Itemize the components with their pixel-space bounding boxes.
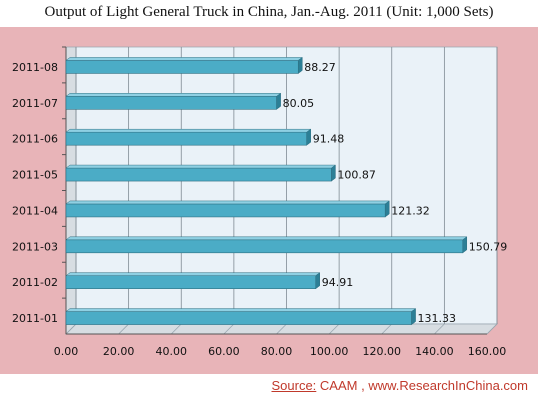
bar-end — [384, 200, 390, 218]
gridline-floor — [170, 323, 182, 335]
bar-end — [298, 56, 303, 74]
source-label: Source: — [271, 378, 317, 393]
y-tick-label: 2011-07 — [12, 97, 58, 110]
plot-side-wall — [65, 46, 77, 335]
x-tick-label: 160.00 — [468, 345, 507, 358]
data-label: 100.87 — [337, 169, 376, 182]
data-label: 88.27 — [304, 61, 336, 74]
bar — [65, 96, 277, 110]
gridline-floor — [276, 323, 287, 335]
gridline-floor — [328, 323, 340, 335]
y-tick-label: 2011-03 — [12, 240, 58, 253]
bar — [65, 203, 386, 218]
x-tick-label: 100.00 — [310, 345, 349, 358]
bar-top — [65, 93, 282, 97]
bar — [65, 167, 332, 182]
bar-end — [276, 92, 281, 110]
bar-end — [331, 164, 336, 182]
gridline-floor — [381, 323, 393, 335]
chart-title: Output of Light General Truck in China, … — [44, 4, 494, 20]
data-label: 80.05 — [283, 97, 315, 110]
x-tick-label: 40.00 — [156, 345, 188, 358]
x-tick-label: 120.00 — [363, 345, 402, 358]
y-tick-label: 2011-02 — [12, 276, 58, 289]
bar-end — [315, 272, 320, 290]
bar-chart: 0.00 20.00 40.00 60.00 80.00 100.00 120.00 140.… — [12, 46, 508, 358]
bar-end — [411, 308, 416, 326]
bar-top — [65, 308, 417, 312]
data-label: 91.48 — [313, 133, 345, 146]
bar — [65, 311, 412, 325]
bar — [65, 239, 464, 254]
bar — [65, 60, 299, 74]
bar-top — [65, 200, 390, 205]
chart-area: 0.00 20.00 40.00 60.00 80.00 100.00 120.00 140.… — [0, 27, 538, 374]
source-note: Source: CAAM , www.ResearchInChina.com — [271, 378, 528, 393]
bar — [65, 131, 308, 146]
bar-top — [65, 128, 312, 133]
x-tick-label: 20.00 — [103, 345, 135, 358]
gridline-floor — [486, 323, 498, 335]
bar-end — [462, 236, 468, 254]
bar-top — [65, 236, 468, 241]
x-tick-label: 60.00 — [208, 345, 240, 358]
x-tick-label: 80.00 — [261, 345, 293, 358]
bar-top — [65, 57, 304, 61]
data-label: 131.33 — [418, 312, 457, 325]
y-tick-label: 2011-05 — [12, 169, 58, 182]
data-label: 121.32 — [391, 204, 430, 217]
gridline-floor — [118, 323, 129, 335]
source-text: CAAM , www.ResearchInChina.com — [319, 378, 528, 393]
y-tick-label: 2011-04 — [12, 204, 58, 217]
x-tick-label: 0.00 — [54, 345, 79, 358]
bar-end — [306, 128, 311, 146]
bar-top — [65, 272, 321, 276]
y-tick-label: 2011-08 — [12, 61, 58, 74]
gridline-floor — [223, 323, 235, 335]
y-tick-label: 2011-01 — [12, 312, 58, 325]
gridline-floor — [65, 323, 77, 335]
bar — [65, 275, 317, 289]
y-tick-label: 2011-06 — [12, 133, 58, 146]
data-label: 150.79 — [469, 240, 508, 253]
data-label: 94.91 — [322, 276, 354, 289]
x-tick-label: 140.00 — [415, 345, 454, 358]
gridline-floor — [434, 323, 445, 335]
bar-top — [65, 164, 337, 169]
